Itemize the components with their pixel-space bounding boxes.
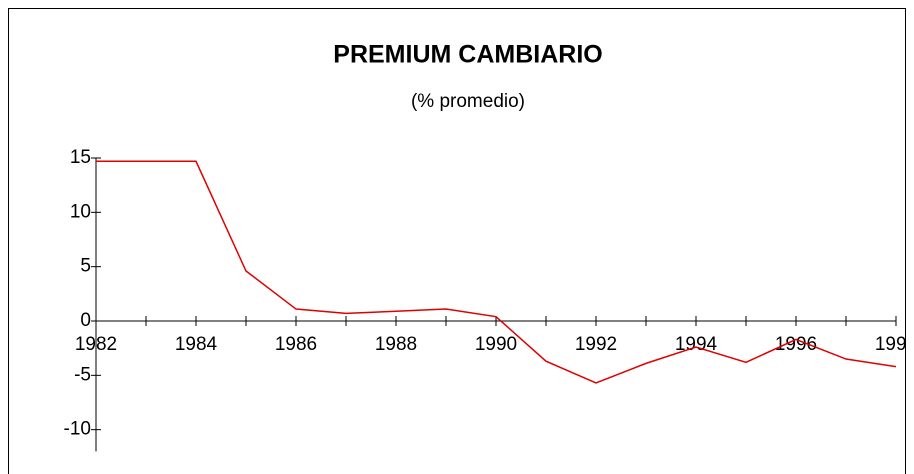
chart-frame	[8, 8, 906, 474]
y-tick-label: 15	[70, 147, 91, 168]
x-tick-label: 1982	[75, 334, 117, 355]
chart-title: PREMIUM CAMBIARIO	[333, 41, 602, 69]
line-series	[96, 160, 897, 384]
x-tick-label: 1986	[275, 334, 317, 355]
x-tick-label: 1992	[575, 334, 617, 355]
x-tick-label: 1998	[875, 334, 914, 355]
y-tick-label: 10	[70, 201, 91, 222]
y-tick-label: 5	[80, 256, 91, 277]
x-tick-label: 1990	[475, 334, 517, 355]
chart-subtitle: (% promedio)	[411, 91, 525, 112]
y-tick-label: -5	[74, 364, 91, 385]
y-tick-label: -10	[64, 419, 91, 440]
x-tick-label: 1988	[375, 334, 417, 355]
x-tick-label: 1996	[775, 334, 817, 355]
x-tick-label: 1984	[175, 334, 218, 355]
y-tick-label: 0	[80, 310, 91, 331]
